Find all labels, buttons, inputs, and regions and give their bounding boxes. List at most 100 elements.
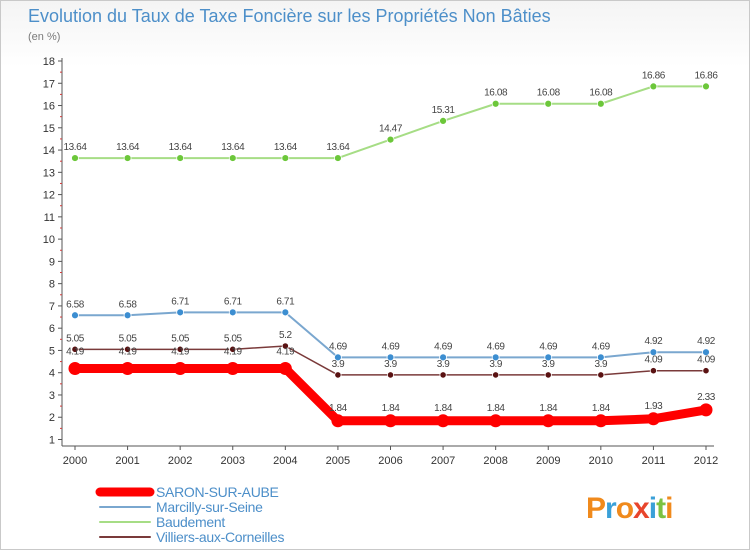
y-tick-label: 2 bbox=[49, 412, 55, 424]
logo-letter: P bbox=[586, 492, 605, 525]
logo-letter: r bbox=[605, 492, 617, 525]
y-tick-label: 12 bbox=[43, 190, 55, 202]
x-tick-label: 2012 bbox=[694, 455, 718, 467]
data-label: 4.92 bbox=[644, 336, 663, 347]
data-label: 4.19 bbox=[66, 346, 85, 357]
y-tick-label: 18 bbox=[43, 56, 55, 68]
logo-letter: t bbox=[656, 492, 666, 525]
data-label: 14.47 bbox=[379, 124, 403, 135]
data-label: 1.84 bbox=[382, 403, 401, 414]
data-point bbox=[544, 353, 553, 362]
data-label: 3.9 bbox=[437, 359, 451, 370]
data-point bbox=[699, 403, 713, 417]
y-tick-label: 14 bbox=[43, 145, 55, 157]
y-tick-label: 15 bbox=[43, 123, 55, 135]
chart-title: Evolution du Taux de Taxe Foncière sur l… bbox=[28, 6, 551, 26]
data-label: 6.71 bbox=[171, 296, 190, 307]
logo-text: Proxiti bbox=[586, 492, 672, 525]
x-tick-label: 2011 bbox=[642, 455, 666, 467]
x-tick-label: 2001 bbox=[115, 455, 139, 467]
data-label: 6.58 bbox=[119, 299, 138, 310]
data-point bbox=[649, 348, 658, 357]
data-point bbox=[228, 154, 237, 162]
data-label: 4.19 bbox=[119, 346, 138, 357]
data-label: 4.19 bbox=[276, 346, 295, 357]
y-tick-label: 17 bbox=[43, 78, 55, 90]
data-point bbox=[229, 345, 237, 353]
data-label: 5.2 bbox=[279, 330, 293, 341]
data-point bbox=[646, 412, 660, 426]
data-label: 13.64 bbox=[169, 142, 193, 153]
data-label: 5.05 bbox=[171, 333, 190, 344]
data-point bbox=[386, 371, 395, 379]
data-label: 5.05 bbox=[66, 333, 85, 344]
data-point bbox=[702, 348, 710, 357]
x-tick-label: 2002 bbox=[168, 455, 192, 467]
y-tick-label: 11 bbox=[44, 212, 55, 224]
x-tick-label: 2005 bbox=[326, 455, 350, 467]
x-tick-label: 2007 bbox=[431, 455, 455, 467]
data-point bbox=[492, 371, 500, 379]
data-point bbox=[489, 414, 503, 428]
data-point bbox=[596, 99, 605, 108]
y-tick-label: 13 bbox=[43, 167, 55, 179]
data-point bbox=[71, 154, 79, 162]
data-point bbox=[386, 353, 395, 362]
x-tick-label: 2006 bbox=[378, 455, 402, 467]
data-point bbox=[226, 361, 240, 375]
data-point bbox=[702, 367, 710, 375]
data-point bbox=[281, 308, 290, 317]
x-tick-label: 2009 bbox=[536, 455, 560, 467]
y-tick-label: 8 bbox=[49, 279, 55, 291]
data-point bbox=[596, 353, 605, 362]
data-label: 13.64 bbox=[63, 142, 87, 153]
data-label: 13.64 bbox=[274, 142, 298, 153]
data-point bbox=[649, 367, 658, 375]
data-label: 15.31 bbox=[432, 105, 456, 116]
data-label: 4.69 bbox=[592, 341, 611, 352]
data-label: 16.86 bbox=[694, 70, 718, 81]
logo-letter: o bbox=[616, 492, 634, 525]
data-point bbox=[281, 154, 290, 162]
data-point bbox=[278, 361, 292, 375]
data-point bbox=[123, 154, 132, 162]
data-point bbox=[649, 82, 658, 91]
data-label: 1.93 bbox=[644, 401, 663, 412]
data-label: 3.9 bbox=[384, 359, 398, 370]
data-label: 4.69 bbox=[539, 341, 558, 352]
data-point bbox=[281, 342, 289, 350]
y-tick-label: 9 bbox=[49, 256, 55, 268]
data-point bbox=[334, 371, 342, 379]
data-label: 13.64 bbox=[116, 142, 140, 153]
y-tick-label: 6 bbox=[49, 323, 55, 335]
data-label: 1.84 bbox=[539, 403, 558, 414]
data-point bbox=[334, 154, 342, 162]
data-label: 13.64 bbox=[221, 142, 245, 153]
data-label: 1.84 bbox=[329, 403, 348, 414]
y-tick-label: 16 bbox=[43, 101, 55, 113]
logo-letter: x bbox=[633, 492, 650, 525]
data-label: 1.84 bbox=[592, 403, 611, 414]
data-label: 3.9 bbox=[594, 359, 608, 370]
data-label: 2.33 bbox=[697, 392, 716, 403]
legend-label: SARON-SUR-AUBE bbox=[156, 484, 279, 500]
y-tick-label: 10 bbox=[43, 234, 55, 246]
data-point bbox=[436, 414, 450, 428]
data-label: 13.64 bbox=[326, 142, 350, 153]
data-label: 4.09 bbox=[644, 355, 663, 366]
y-tick-label: 1 bbox=[49, 435, 55, 447]
data-point bbox=[176, 154, 185, 162]
data-label: 4.69 bbox=[329, 341, 348, 352]
legend: SARON-SUR-AUBEMarcilly-sur-SeineBaudemen… bbox=[95, 484, 285, 545]
data-label: 5.05 bbox=[224, 333, 243, 344]
data-point bbox=[123, 311, 132, 320]
y-tick-label: 7 bbox=[49, 301, 55, 313]
x-tick-label: 2004 bbox=[273, 455, 297, 467]
logo-letter: i bbox=[665, 492, 672, 525]
x-tick-label: 2008 bbox=[483, 455, 507, 467]
data-point bbox=[386, 135, 395, 144]
y-tick-label: 5 bbox=[49, 345, 55, 357]
data-point bbox=[71, 311, 79, 320]
logo-letter: i bbox=[649, 492, 656, 525]
